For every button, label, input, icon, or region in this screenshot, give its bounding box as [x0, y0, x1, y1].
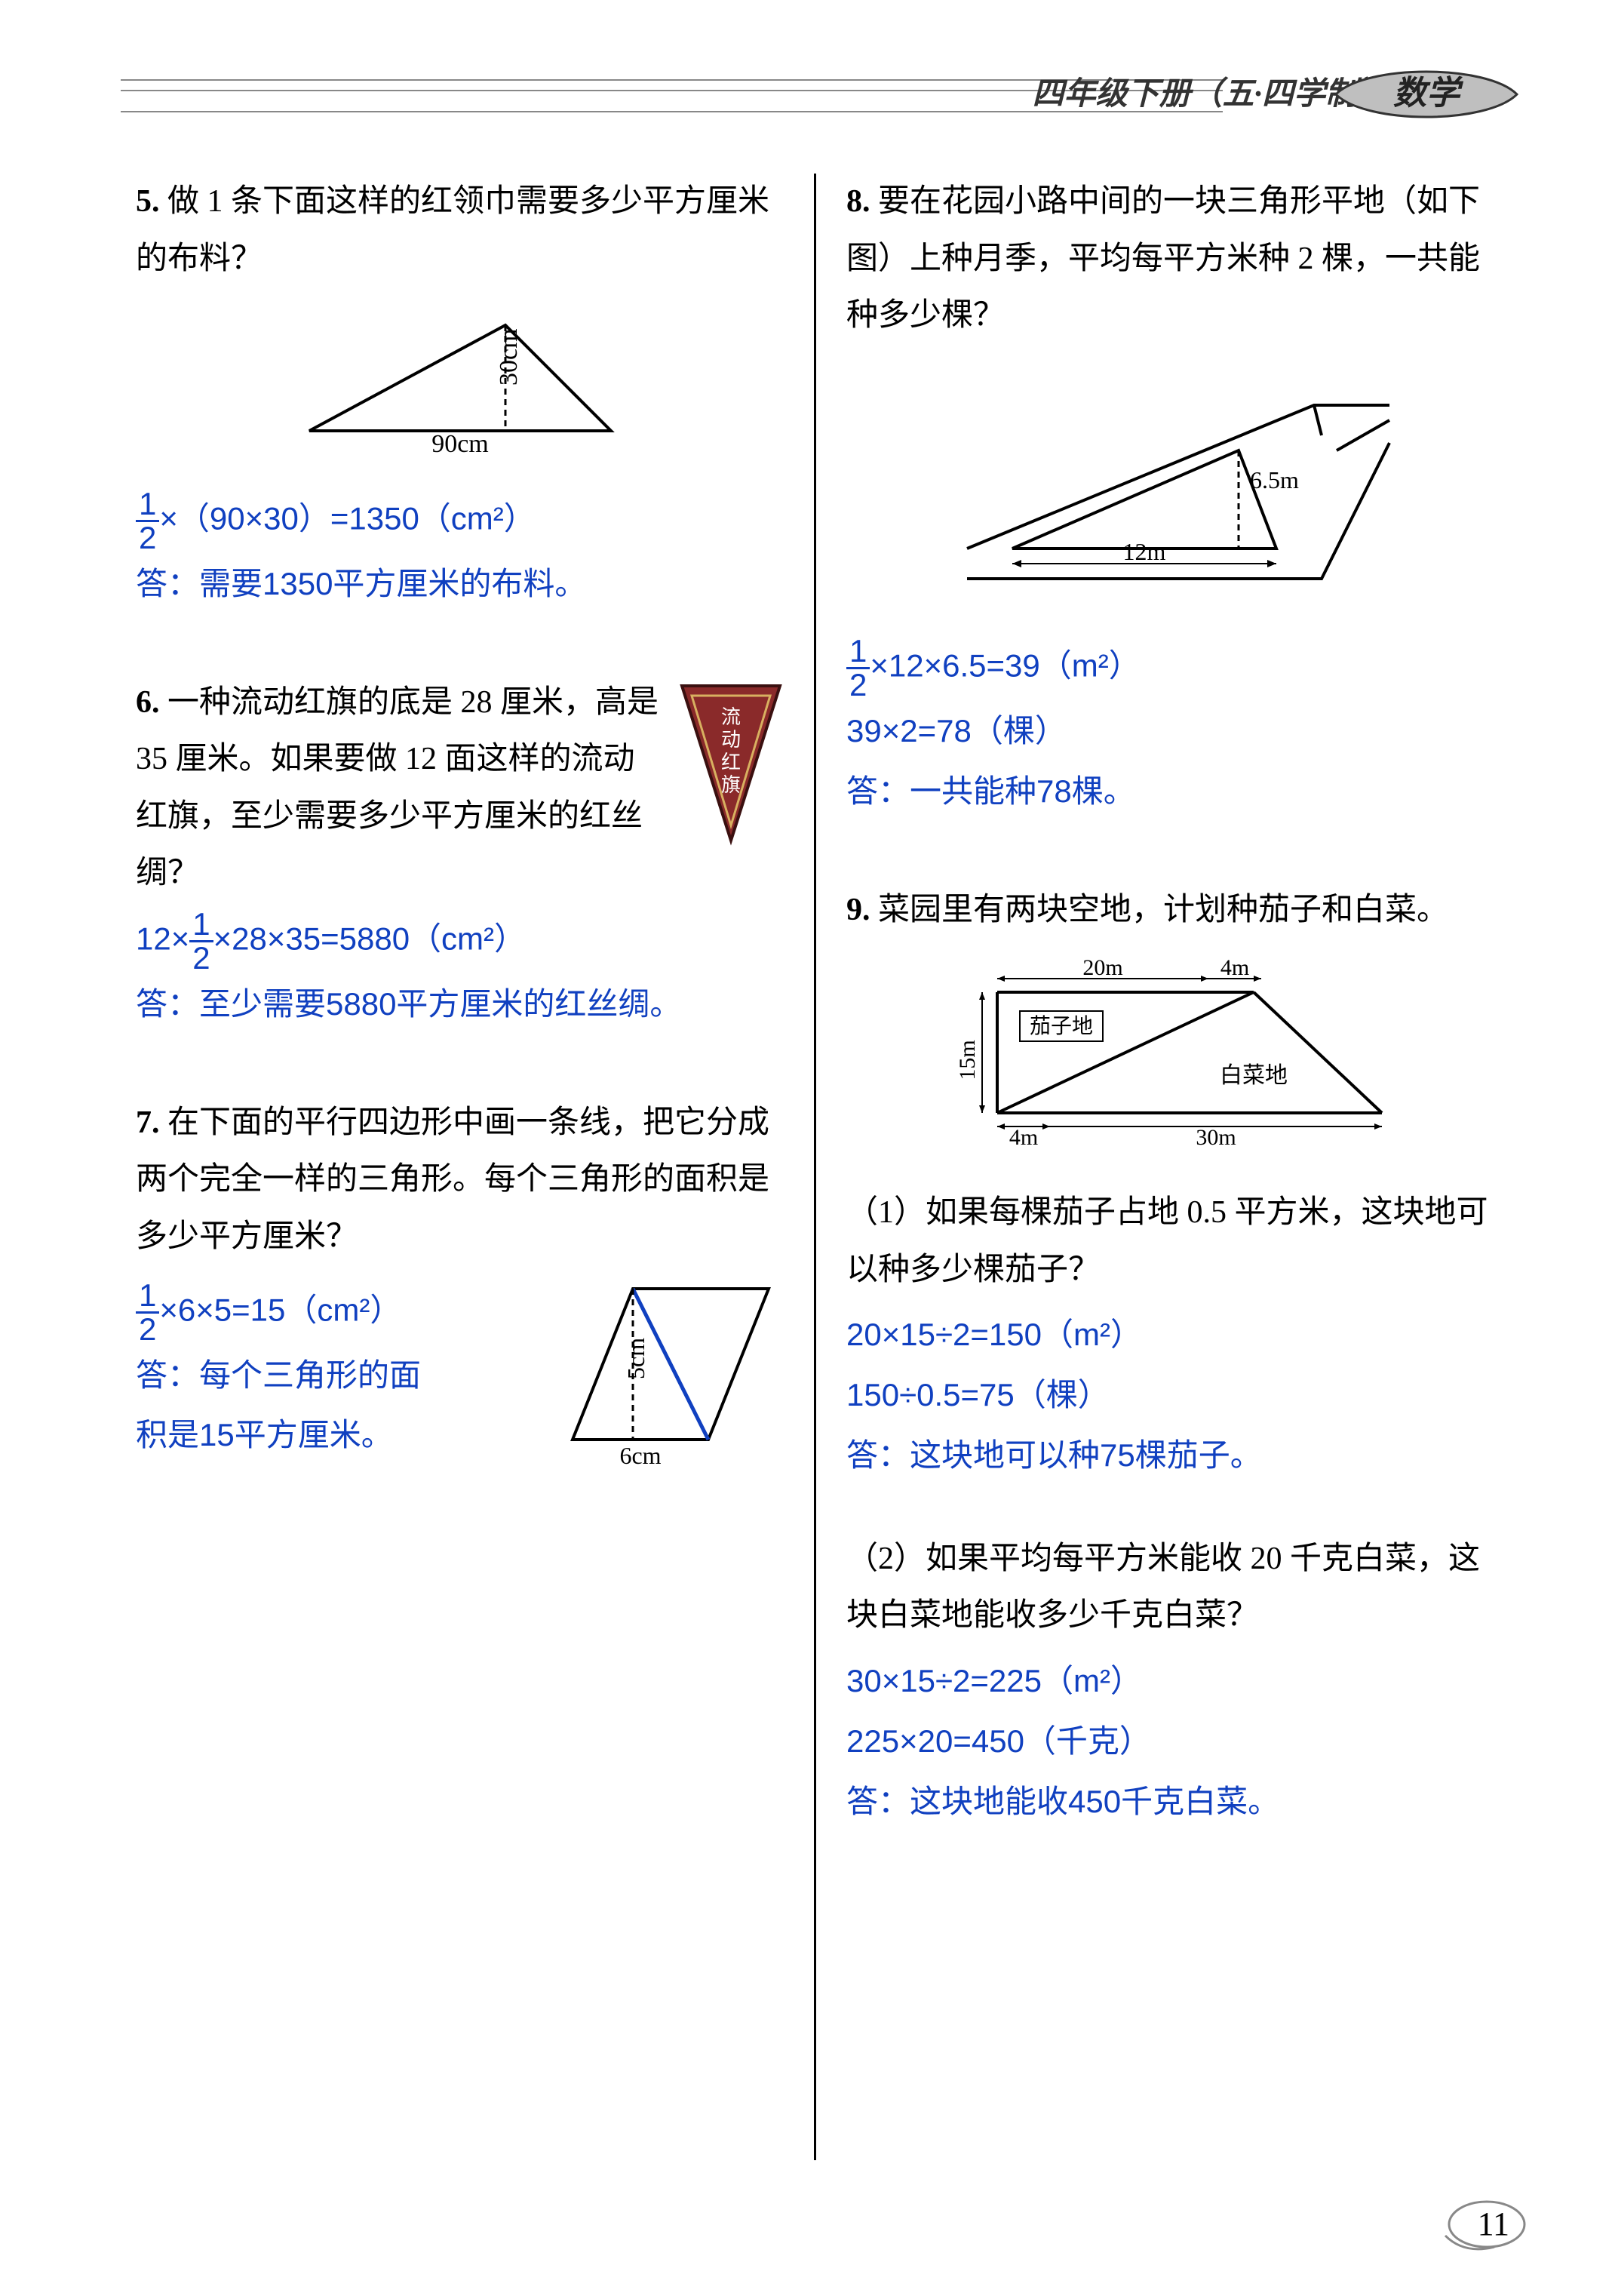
svg-text:30m: 30m [1196, 1125, 1236, 1150]
svg-text:白菜地: 白菜地 [1220, 1063, 1288, 1088]
problem-7-figure: 5cm 6cm [557, 1274, 784, 1489]
svg-text:5cm: 5cm [622, 1337, 649, 1379]
page-header: 四年级下册（五·四学制） 数学 [0, 53, 1615, 136]
problem-8-answer: 12×12×6.5=39（m²） 39×2=78（棵） 答：一共能种78棵。 [846, 635, 1494, 822]
svg-text:6cm: 6cm [619, 1442, 661, 1469]
problem-9-sub1-answer: 20×15÷2=150（m²） 150÷0.5=75（棵） 答：这块地可以种75… [846, 1305, 1494, 1485]
svg-text:旗: 旗 [721, 774, 741, 796]
problem-text: 做 1 条下面这样的红领巾需要多少平方厘米的布料？ [136, 184, 769, 276]
problem-text: 要在花园小路中间的一块三角形平地（如下图）上种月季，平均每平方米种 2 棵，一共… [846, 184, 1480, 333]
problem-text: 在下面的平行四边形中画一条线，把它分成两个完全一样的三角形。每个三角形的面积是多… [136, 1105, 769, 1254]
svg-text:动: 动 [721, 729, 741, 751]
svg-text:4m: 4m [1220, 955, 1248, 980]
problem-number: 9. [846, 893, 870, 927]
problem-5-answer: 12×（90×30）=1350（cm²） 答：需要1350平方厘米的布料。 [136, 488, 784, 614]
problem-7-answer: 12×6×5=15（cm²） 答：每个三角形的面 积是15平方厘米。 [136, 1280, 542, 1466]
problem-7: 7. 在下面的平行四边形中画一条线，把它分成两个完全一样的三角形。每个三角形的面… [136, 1095, 784, 1489]
problem-text: 菜园里有两块空地，计划种茄子和白菜。 [878, 893, 1448, 927]
svg-text:茄子地: 茄子地 [1029, 1014, 1092, 1038]
problem-9: 9. 菜园里有两块空地，计划种茄子和白菜。 [846, 882, 1494, 1831]
problem-text: 一种流动红旗的底是 28 厘米，高是 35 厘米。如果要做 12 面这样的流动红… [136, 685, 659, 891]
page-number: 11 [1478, 2205, 1509, 2243]
content-columns: 5. 做 1 条下面这样的红领巾需要多少平方厘米的布料？ 30cm 90cm 1… [136, 174, 1494, 2160]
svg-text:90cm: 90cm [431, 430, 489, 453]
problem-number: 5. [136, 184, 160, 219]
problem-number: 8. [846, 184, 870, 219]
problem-5: 5. 做 1 条下面这样的红领巾需要多少平方厘米的布料？ 30cm 90cm 1… [136, 174, 784, 614]
subquestion-text: （1）如果每棵茄子占地 0.5 平方米，这块地可以种多少棵茄子？ [846, 1195, 1488, 1287]
svg-text:15m: 15m [955, 1040, 980, 1080]
svg-text:20m: 20m [1082, 955, 1122, 980]
svg-text:30cm: 30cm [495, 329, 523, 386]
problem-8: 8. 要在花园小路中间的一块三角形平地（如下图）上种月季，平均每平方米种 2 棵… [846, 174, 1494, 822]
left-column: 5. 做 1 条下面这样的红领巾需要多少平方厘米的布料？ 30cm 90cm 1… [136, 174, 806, 2160]
pennant-icon: 流 动 红 旗 [678, 682, 784, 868]
svg-text:6.5m: 6.5m [1250, 466, 1299, 493]
fraction: 12 [189, 908, 213, 974]
svg-text:流: 流 [721, 706, 741, 728]
fraction: 12 [136, 1280, 159, 1345]
header-subject-text: 数学 [1393, 75, 1464, 112]
fraction: 12 [846, 635, 870, 701]
problem-number: 7. [136, 1105, 160, 1140]
problem-9-sub2-answer: 30×15÷2=225（m²） 225×20=450（千克） 答：这块地能收45… [846, 1651, 1494, 1831]
problem-9-sub2: （2）如果平均每平方米能收 20 千克白菜，这块白菜地能收多少千克白菜？ 30×… [846, 1531, 1494, 1832]
fraction: 12 [136, 488, 159, 554]
svg-text:4m: 4m [1009, 1125, 1037, 1150]
svg-text:红: 红 [721, 752, 741, 773]
page: 四年级下册（五·四学制） 数学 5. 做 1 条下面这样的红领巾需要多少平方厘米… [0, 0, 1615, 2296]
problem-9-figure: 20m 4m 15m 4m [846, 954, 1494, 1170]
problem-9-sub1: （1）如果每棵茄子占地 0.5 平方米，这块地可以种多少棵茄子？ 20×15÷2… [846, 1185, 1494, 1486]
problem-6: 6. 一种流动红旗的底是 28 厘米，高是 35 厘米。如果要做 12 面这样的… [136, 675, 784, 1034]
svg-text:12m: 12m [1122, 538, 1165, 565]
column-divider [814, 174, 816, 2160]
header-subject-badge: 数学 [1328, 60, 1524, 128]
problem-8-figure: 12m 6.5m [846, 360, 1494, 621]
problem-6-answer: 12×12×28×35=5880（cm²） 答：至少需要5880平方厘米的红丝绸… [136, 908, 784, 1034]
subquestion-text: （2）如果平均每平方米能收 20 千克白菜，这块白菜地能收多少千克白菜？ [846, 1541, 1480, 1634]
problem-5-figure: 30cm 90cm [136, 303, 784, 473]
right-column: 8. 要在花园小路中间的一块三角形平地（如下图）上种月季，平均每平方米种 2 棵… [824, 174, 1494, 2160]
problem-number: 6. [136, 685, 160, 720]
